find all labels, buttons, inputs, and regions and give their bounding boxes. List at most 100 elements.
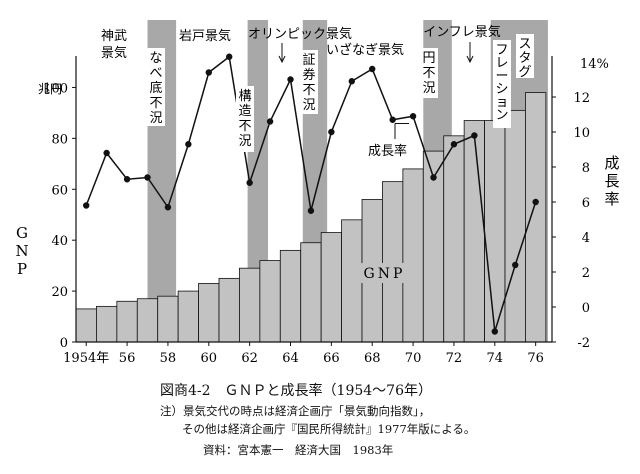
growth-rate-point-1961 xyxy=(226,53,233,60)
phase-label-nabezoko-0: な xyxy=(149,51,162,66)
phase-label-kozo-0: 構 xyxy=(238,89,251,104)
gnp-bar-1966 xyxy=(320,232,342,343)
phase-label-shoken-2: 不 xyxy=(302,83,315,98)
phase-label-iwato: 岩戸景気 xyxy=(179,28,231,44)
growth-rate-point-1969 xyxy=(389,116,396,123)
phase-label-stag2-3: シ xyxy=(495,82,508,97)
growth-rate-point-1955 xyxy=(103,149,110,157)
growth-rate-point-1964 xyxy=(287,76,294,83)
left-tick-label-20: 20 xyxy=(51,285,68,300)
phase-label-jimmu-2: 景気 xyxy=(101,45,127,61)
phase-label-kozo-3: 況 xyxy=(238,134,251,149)
growth-rate-point-1963 xyxy=(266,118,274,125)
gnp-series-label-bg xyxy=(360,263,409,283)
growth-rate-series-label: 成長率 xyxy=(368,143,407,159)
growth-rate-point-1975 xyxy=(512,261,519,269)
growth-rate-point-1971 xyxy=(430,174,437,181)
gnp-bar-1969 xyxy=(382,181,404,343)
left-axis-label-char-0: G xyxy=(16,224,28,242)
phase-label-nabezoko-1: べ xyxy=(149,66,162,81)
phase-label-stag2-5: ン xyxy=(495,108,508,123)
growth-rate-point-1965 xyxy=(307,207,315,214)
gnp-bar-1975 xyxy=(504,109,526,343)
phase-label-stag2-2: ー xyxy=(495,69,508,84)
right-axis-label-char-0: 成 xyxy=(604,154,619,172)
gnp-bars xyxy=(75,92,547,343)
gnp-bar-1967 xyxy=(341,219,363,343)
left-axis-unit: 兆円 xyxy=(38,82,62,96)
x-tick-label-1954: 1954年 xyxy=(63,351,109,366)
left-tick-label-40: 40 xyxy=(51,234,68,249)
right-tick-label-6: 6 xyxy=(582,196,590,211)
right-tick-label-8: 8 xyxy=(582,161,590,176)
x-tick-label-1976: 76 xyxy=(527,351,544,366)
phase-label-en-0: 円 xyxy=(422,51,435,66)
x-tick-label-1968: 68 xyxy=(364,351,381,366)
phase-band-0 xyxy=(94,20,146,342)
gnp-bar-1964 xyxy=(279,249,302,343)
gnp-bar-1961 xyxy=(218,277,240,343)
growth-rate-point-1970 xyxy=(409,113,417,120)
x-tick-label-1962: 62 xyxy=(241,351,258,366)
gnp-bar-1957 xyxy=(136,298,159,343)
growth-rate-point-1974 xyxy=(491,328,498,335)
x-tick-label-1966: 66 xyxy=(323,351,340,366)
growth-rate-point-1959 xyxy=(185,141,192,148)
left-axis-label-char-1: N xyxy=(15,242,28,260)
phase-label-izanagi: いざなぎ景気 xyxy=(326,42,404,58)
gnp-bar-1956 xyxy=(116,300,138,343)
growth-rate-point-1968 xyxy=(369,65,376,73)
phase-label-olympic: オリンピック景気 xyxy=(248,26,352,42)
gnp-bar-1976 xyxy=(525,92,547,343)
phase-arrow-inflation-head xyxy=(466,55,474,64)
phase-label-stag2-bg xyxy=(493,40,511,128)
phase-label-inflation: インフレ景気 xyxy=(423,24,501,40)
phase-label-nabezoko-3: 不 xyxy=(149,96,162,111)
right-tick-label-10: 10 xyxy=(573,126,590,141)
phase-label-en-1: 不 xyxy=(422,66,435,81)
gnp-bar-1973 xyxy=(463,120,485,343)
caption-source: 資料：宮本憲一 経済大国 1983年 xyxy=(203,443,394,457)
x-tick-label-1960: 60 xyxy=(201,351,218,366)
phase-label-en-bg xyxy=(420,48,438,98)
gnp-bar-1963 xyxy=(259,260,281,343)
gnp-bar-1958 xyxy=(157,295,179,343)
phase-label-stag1-0: ス xyxy=(518,37,531,52)
left-axis-label-char-2: P xyxy=(17,260,27,278)
phase-label-stag1-2: グ xyxy=(518,65,531,80)
growth-rate-point-1954 xyxy=(83,202,90,209)
left-tick-label-60: 60 xyxy=(51,183,68,198)
growth-rate-point-1956 xyxy=(123,176,131,183)
phase-label-en-2: 況 xyxy=(422,81,435,96)
right-tick-label-2: 2 xyxy=(582,266,590,281)
left-tick-label-80: 80 xyxy=(51,132,68,147)
gnp-bar-1959 xyxy=(177,290,199,343)
x-tick-label-1972: 72 xyxy=(446,351,463,366)
phase-label-kozo-2: 不 xyxy=(238,119,251,134)
caption-note-line2: その他は経済企画庁『国民所得統計』1977年版による。 xyxy=(182,422,476,436)
right-tick-label-12: 12 xyxy=(573,91,590,106)
phase-label-kozo-bg xyxy=(236,86,254,152)
right-axis-top-label: 14% xyxy=(580,57,609,72)
gnp-bar-1955 xyxy=(96,305,118,343)
growth-rate-line xyxy=(83,53,539,335)
growth-rate-point-1962 xyxy=(246,179,253,186)
right-tick-label-4: 4 xyxy=(582,231,590,246)
phase-label-stag1-bg xyxy=(516,34,534,78)
phase-label-shoken-1: 券 xyxy=(302,67,315,83)
phase-label-nabezoko-2: 底 xyxy=(149,80,162,96)
x-tick-label-1974: 74 xyxy=(487,351,504,366)
right-axis-label-char-1: 長 xyxy=(604,172,619,190)
left-tick-label-0: 0 xyxy=(60,336,68,351)
gnp-bar-1954 xyxy=(75,308,97,343)
left-tick-label-100: 100 xyxy=(43,81,68,96)
phase-label-nabezoko-bg xyxy=(147,48,165,126)
right-tick-label-0: 0 xyxy=(582,301,590,316)
figure-caption: 図商4-2 ＧＮＰと成長率（1954～76年） xyxy=(160,383,432,399)
growth-rate-point-1976 xyxy=(532,198,539,206)
growth-rate-point-1973 xyxy=(471,132,478,139)
phase-arrow-olympic-head xyxy=(278,55,286,64)
